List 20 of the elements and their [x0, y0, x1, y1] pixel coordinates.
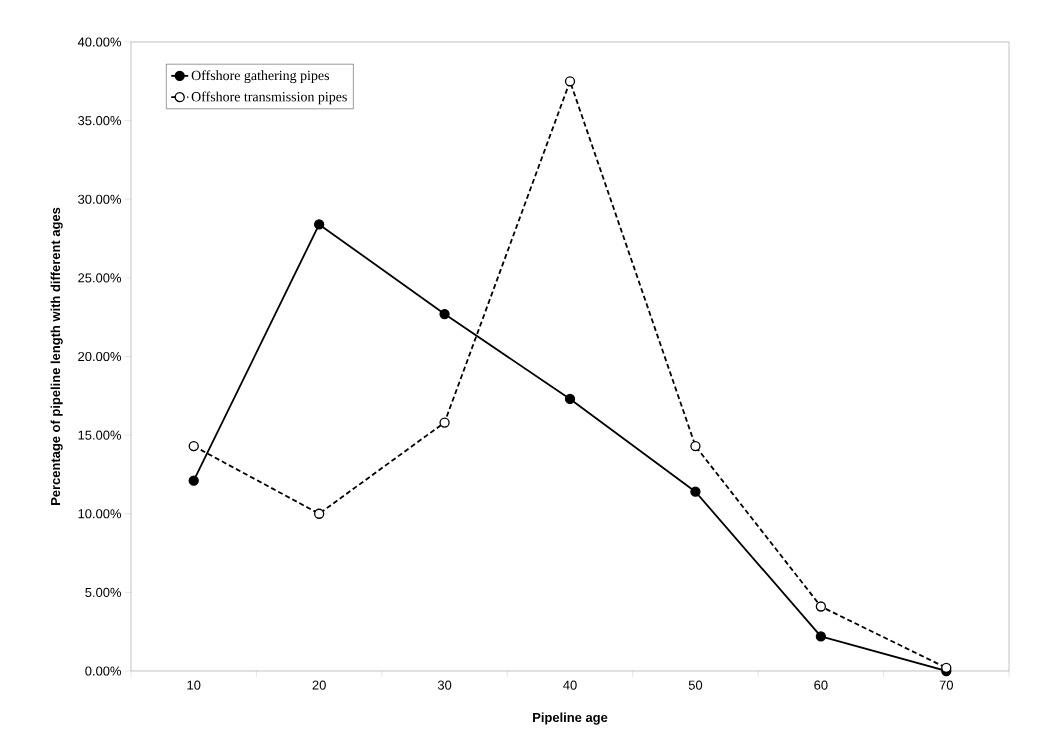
- x-tick-label: 60: [814, 680, 828, 690]
- y-tick-label: 25.00%: [78, 273, 122, 283]
- y-tick-label: 5.00%: [85, 587, 122, 597]
- x-tick-label: 70: [939, 680, 953, 690]
- y-tick-label: 40.00%: [77, 37, 122, 47]
- legend-label: Offshore gathering pipes: [191, 70, 330, 84]
- x-tick-label: 30: [437, 680, 452, 690]
- y-tick-label: 0.00%: [85, 666, 122, 676]
- y-axis-title: Percentage of pipeline length with different ages: [50, 207, 63, 505]
- y-tick-label: 30.00%: [78, 194, 122, 204]
- y-tick-label: 15.00%: [78, 430, 122, 440]
- y-tick-label: 35.00%: [78, 116, 122, 126]
- x-tick-label: 10: [187, 680, 201, 690]
- y-tick-label: 20.00%: [78, 351, 122, 362]
- x-tick-label: 50: [688, 680, 703, 690]
- x-tick-label: 40: [563, 680, 577, 690]
- y-tick-label: 10.00%: [78, 509, 122, 519]
- x-axis-title: Pipeline age: [533, 712, 608, 725]
- x-tick-label: 20: [312, 680, 326, 690]
- legend-label: Offshore transmission pipes: [191, 91, 347, 105]
